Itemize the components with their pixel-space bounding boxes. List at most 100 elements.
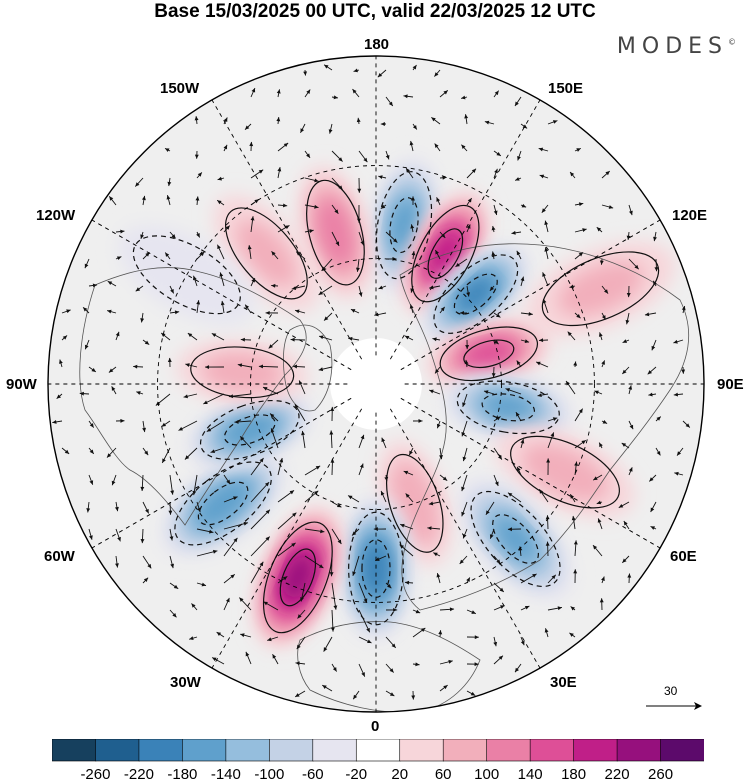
wind-vector — [466, 690, 476, 696]
wind-vector — [106, 447, 117, 458]
wind-vector — [537, 393, 549, 398]
wind-vector — [240, 633, 252, 638]
wind-vector — [192, 474, 198, 496]
wind-vector — [628, 204, 633, 216]
wind-vector — [567, 331, 576, 341]
wind-vector — [347, 495, 360, 503]
wind-vector — [358, 434, 365, 449]
wind-vector — [267, 636, 279, 642]
wind-vector — [493, 555, 501, 565]
wind-vector — [107, 280, 117, 287]
wind-vector — [618, 501, 630, 509]
wind-vector — [653, 231, 657, 242]
wind-vector — [625, 312, 630, 325]
wind-vector — [547, 417, 558, 422]
wind-vector — [142, 555, 152, 569]
colorbar-tick-label: 220 — [604, 766, 630, 783]
wind-vector — [601, 419, 608, 424]
wind-vector — [412, 64, 417, 71]
wind-vector — [133, 364, 144, 369]
wind-vector — [185, 363, 198, 368]
wind-vector — [61, 335, 68, 341]
wind-vector — [330, 406, 335, 422]
wind-vector — [596, 500, 603, 505]
wind-vector — [520, 311, 533, 316]
wind-vector — [115, 418, 125, 423]
wind-vector — [297, 609, 306, 619]
wind-vector — [167, 357, 172, 368]
wind-vector — [304, 490, 319, 503]
wind-vector — [141, 195, 146, 206]
wind-vector — [356, 117, 361, 125]
colorbar-tick-label: 260 — [648, 766, 674, 783]
wind-vector — [455, 258, 468, 268]
colorbar-swatch — [529, 739, 575, 762]
wind-vector — [276, 89, 281, 98]
wind-vector — [191, 603, 198, 611]
wind-vector — [459, 555, 468, 565]
wind-vector — [258, 364, 279, 369]
wind-vector — [271, 283, 279, 288]
wind-vector — [385, 663, 394, 673]
wind-vector — [270, 428, 279, 449]
wind-vector — [277, 576, 288, 584]
wind-vector — [573, 540, 578, 557]
wind-vector — [277, 225, 290, 233]
wind-vector — [358, 463, 364, 476]
wind-vector — [434, 366, 441, 374]
wind-vector — [250, 216, 255, 233]
wind-vector — [223, 496, 238, 503]
colorbar-tick-label: 140 — [517, 766, 543, 783]
wind-vector — [433, 552, 441, 557]
wind-vector — [596, 226, 603, 233]
wind-vector — [290, 337, 306, 342]
coastline-eurasia — [399, 243, 690, 611]
wind-vector — [277, 457, 284, 476]
wind-vector — [647, 366, 657, 375]
wind-vector — [59, 359, 63, 368]
colorbar-swatch — [399, 739, 445, 762]
wind-vector — [331, 663, 338, 672]
wind-vector — [331, 95, 339, 100]
wind-vector — [164, 147, 171, 152]
colorbar-tick-label: 100 — [474, 766, 500, 783]
wind-vector — [169, 231, 176, 239]
wind-vector — [493, 605, 505, 611]
wind-vector — [412, 627, 426, 638]
wind-vector — [541, 204, 549, 213]
wind-vector — [351, 528, 360, 536]
wind-vector — [358, 285, 363, 297]
wind-vector — [439, 90, 449, 98]
wind-vector — [654, 258, 659, 272]
wind-vector — [465, 339, 470, 350]
wind-vector — [88, 474, 94, 485]
wind-vector — [514, 177, 522, 181]
wind-vector — [461, 144, 468, 152]
wind-vector — [169, 310, 180, 315]
negative-anomaly — [161, 450, 285, 557]
positive-anomaly — [298, 165, 373, 300]
wind-vector — [484, 120, 495, 125]
wind-vector — [428, 501, 441, 506]
wind-vector — [411, 690, 416, 700]
anomaly-contour — [199, 399, 300, 460]
wind-vector — [622, 339, 630, 344]
wind-vector — [223, 573, 236, 584]
wind-vector — [210, 447, 225, 454]
wind-vector — [539, 174, 549, 179]
wind-vector — [542, 298, 549, 314]
wind-vector — [409, 140, 414, 152]
wind-vector — [385, 690, 395, 697]
wind-vector — [250, 169, 264, 179]
wind-vector — [140, 312, 145, 323]
wind-vector — [276, 117, 281, 125]
wind-vector — [410, 224, 415, 233]
wind-vector — [142, 339, 150, 345]
wind-vector — [547, 432, 555, 449]
colorbar-tick-label: -260 — [80, 766, 111, 783]
wind-vector — [108, 366, 117, 373]
wind-vector — [592, 544, 603, 557]
colorbar-tick-label: -220 — [123, 766, 154, 783]
wind-vector — [627, 573, 632, 584]
wind-vector — [194, 150, 199, 159]
